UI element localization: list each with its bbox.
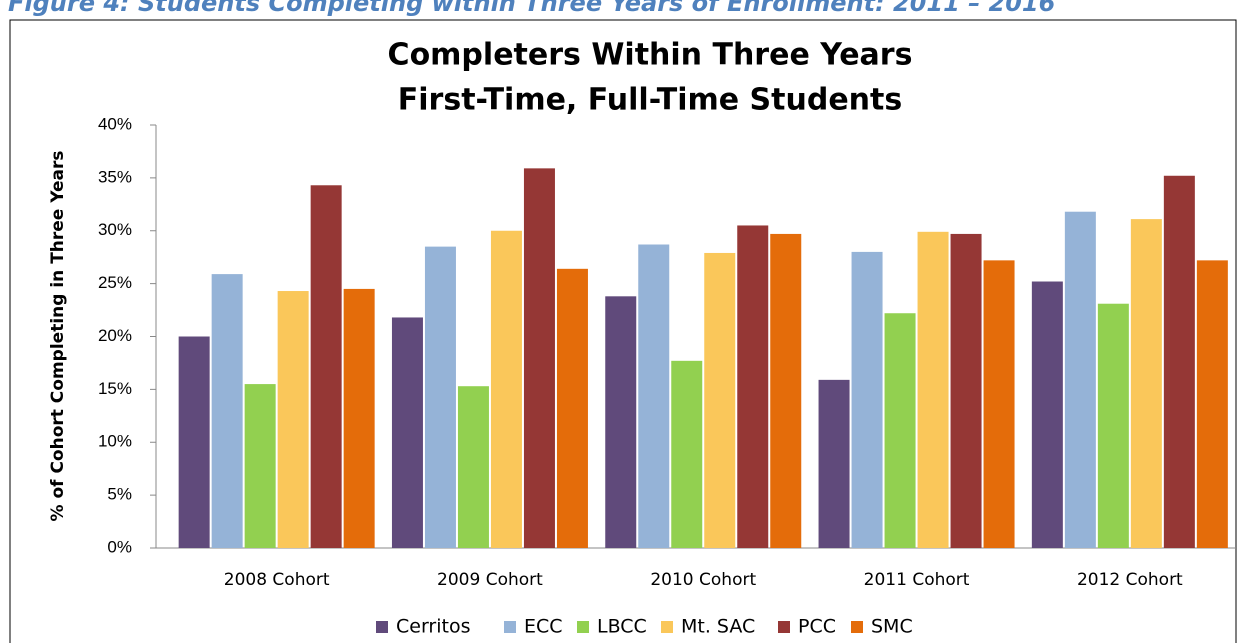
- x-tick-label: 2011 Cohort: [864, 570, 970, 590]
- bar: [178, 336, 210, 548]
- y-tick-label: 10%: [98, 432, 132, 451]
- x-tick-label: 2010 Cohort: [650, 570, 756, 590]
- bar: [884, 313, 916, 548]
- y-axis-label: % of Cohort Completing in Three Years: [48, 150, 68, 521]
- legend-swatch: [577, 621, 589, 633]
- bar: [950, 233, 982, 549]
- bar: [391, 317, 423, 548]
- legend-label: Cerritos: [396, 616, 471, 638]
- bar: [424, 246, 456, 549]
- y-tick-label: 20%: [98, 326, 132, 345]
- bar: [917, 231, 949, 548]
- legend-swatch: [851, 621, 863, 633]
- bar: [770, 233, 802, 549]
- bar: [523, 168, 555, 549]
- bar: [638, 244, 670, 548]
- y-tick-label: 25%: [98, 273, 132, 292]
- bar: [605, 296, 637, 548]
- bar: [1031, 281, 1063, 548]
- legend-label: Mt. SAC: [681, 616, 755, 638]
- bar: [671, 360, 703, 548]
- legend-swatch: [376, 621, 388, 633]
- bar: [343, 288, 375, 548]
- chart-frame: [9, 19, 1237, 643]
- bar: [244, 384, 276, 548]
- figure-caption: Figure 4: Students Completing within Thr…: [8, 0, 1055, 17]
- legend-swatch: [504, 621, 516, 633]
- y-tick-label: 35%: [98, 167, 132, 186]
- bar: [818, 379, 850, 548]
- chart-subtitle: First-Time, Full-Time Students: [398, 83, 902, 118]
- bar: [1064, 211, 1096, 548]
- x-tick-label: 2009 Cohort: [437, 570, 543, 590]
- chart-title: Completers Within Three Years: [388, 38, 913, 73]
- bar: [211, 274, 243, 548]
- legend-label: ECC: [524, 616, 563, 638]
- x-tick-label: 2008 Cohort: [224, 570, 330, 590]
- bar: [556, 268, 588, 548]
- y-tick-label: 5%: [107, 485, 132, 504]
- y-tick-label: 30%: [98, 220, 132, 239]
- bar: [1163, 175, 1195, 548]
- legend-swatch: [661, 621, 673, 633]
- y-tick-label: 0%: [107, 537, 132, 556]
- bar: [277, 291, 309, 548]
- bar: [983, 260, 1015, 548]
- y-tick-label: 40%: [98, 114, 132, 133]
- bar: [1097, 303, 1129, 548]
- bar: [1196, 260, 1228, 548]
- bar: [310, 185, 342, 548]
- bar: [490, 230, 522, 548]
- legend-label: LBCC: [597, 616, 647, 638]
- legend-swatch: [778, 621, 790, 633]
- legend-label: SMC: [871, 616, 913, 638]
- legend-label: PCC: [798, 616, 836, 638]
- bar: [1130, 219, 1162, 548]
- bar: [457, 386, 489, 548]
- bar: [704, 252, 736, 548]
- bar: [851, 251, 883, 548]
- y-tick-label: 15%: [98, 379, 132, 398]
- x-tick-label: 2012 Cohort: [1077, 570, 1183, 590]
- bar: [737, 225, 769, 548]
